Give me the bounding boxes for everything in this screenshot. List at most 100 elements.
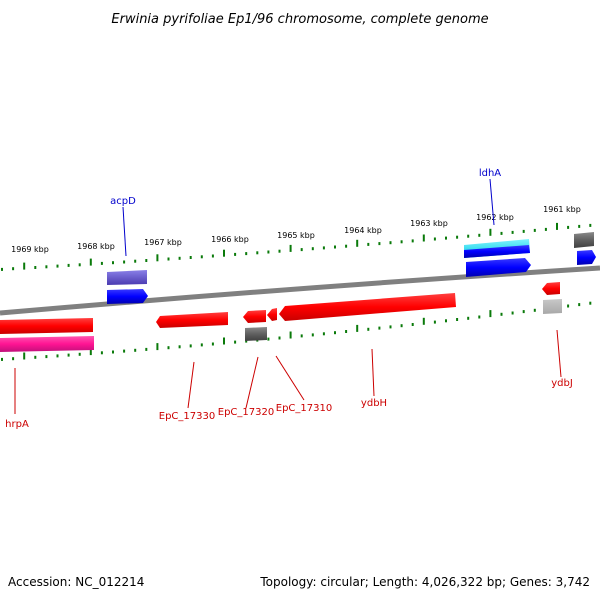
- gene-ydbJ-arrow[interactable]: [542, 282, 560, 295]
- inner-minor-tick: [178, 345, 181, 349]
- leader-ldhA: [489, 178, 495, 226]
- outer-minor-tick: [345, 244, 348, 248]
- outer-minor-tick: [178, 256, 181, 260]
- inner-minor-tick: [334, 331, 336, 335]
- label-hrpA[interactable]: hrpA: [5, 419, 29, 430]
- tick-label-1961: 1961 kbp: [543, 205, 581, 214]
- label-acpD[interactable]: acpD: [110, 196, 136, 207]
- gene-ydbH-arrow[interactable]: [279, 293, 456, 321]
- inner-minor-tick: [511, 311, 514, 315]
- inner-major-tick: [156, 343, 159, 351]
- outer-minor-tick: [78, 263, 81, 267]
- forward-strand-genes: [107, 232, 596, 304]
- inner-minor-tick: [467, 316, 470, 320]
- gene-EpC_17330-arrow[interactable]: [156, 312, 228, 328]
- inner-major-tick: [89, 348, 92, 356]
- inner-minor-tick: [411, 323, 414, 326]
- tick-labels: 1969 kbp 1968 kbp 1967 kbp 1966 kbp 1965…: [11, 205, 581, 254]
- tick-label-1967: 1967 kbp: [144, 238, 182, 247]
- inner-minor-tick: [311, 333, 314, 337]
- label-ydbJ[interactable]: ydbJ: [551, 378, 573, 389]
- gene-EpC_17320-arrow[interactable]: [243, 310, 266, 323]
- outer-minor-tick: [56, 264, 59, 268]
- inner-minor-tick: [378, 326, 381, 330]
- inner-minor-tick: [500, 312, 503, 316]
- outer-minor-tick: [211, 254, 214, 258]
- outer-minor-tick: [100, 261, 103, 265]
- outer-minor-tick: [511, 230, 514, 234]
- inner-minor-tick: [200, 343, 203, 347]
- outer-minor-tick: [112, 261, 114, 265]
- inner-major-tick: [23, 352, 26, 360]
- inner-minor-tick: [45, 355, 48, 359]
- inner-minor-tick: [533, 308, 536, 312]
- inner-minor-tick: [300, 334, 303, 338]
- outer-minor-tick: [34, 266, 37, 269]
- outer-minor-tick: [544, 227, 547, 231]
- outer-minor-tick: [45, 265, 48, 269]
- outer-major-tick: [23, 262, 26, 270]
- outer-minor-tick: [256, 251, 259, 255]
- inner-minor-tick: [345, 330, 348, 333]
- leader-EpC_17330: [187, 361, 195, 409]
- tick-label-1966: 1966 kbp: [211, 235, 249, 244]
- reverse-strand-genes: [0, 282, 562, 352]
- label-EpC_17310[interactable]: EpC_17310: [276, 403, 332, 414]
- leader-ydbH: [371, 348, 375, 397]
- inner-minor-tick: [112, 350, 114, 354]
- label-EpC_17320[interactable]: EpC_17320: [218, 407, 274, 418]
- inner-minor-tick: [589, 301, 592, 305]
- outer-minor-tick: [267, 250, 270, 254]
- gene-acpD-arrow[interactable]: [107, 289, 148, 304]
- inner-minor-tick: [478, 315, 481, 319]
- leader-EpC_17310: [275, 355, 305, 401]
- inner-minor-tick: [189, 344, 192, 348]
- inner-minor-tick: [322, 332, 325, 336]
- outer-minor-tick: [367, 242, 370, 246]
- outer-minor-tick: [167, 257, 170, 261]
- gene-acpD-box[interactable]: [107, 270, 147, 285]
- label-ldhA[interactable]: ldhA: [479, 168, 501, 179]
- outer-major-tick: [223, 249, 225, 257]
- gene-EpC_17310-arrow[interactable]: [267, 308, 277, 321]
- outer-major-tick: [356, 239, 359, 247]
- tick-label-1964: 1964 kbp: [344, 226, 382, 235]
- inner-minor-tick: [34, 355, 37, 359]
- inner-minor-tick: [445, 319, 447, 323]
- gene-labels: acpD ldhA hrpA EpC_17330 EpC_17320 EpC_1…: [5, 168, 573, 430]
- inner-major-tick: [489, 310, 492, 318]
- accession-text: Accession: NC_012214: [8, 575, 144, 589]
- map-title: Erwinia pyrifoliae Ep1/96 chromosome, co…: [111, 12, 488, 27]
- inner-minor-tick: [278, 336, 281, 340]
- inner-minor-tick: [1, 357, 3, 361]
- outer-minor-tick: [134, 259, 137, 263]
- label-EpC_17330[interactable]: EpC_17330: [159, 411, 215, 422]
- tick-label-1965: 1965 kbp: [277, 231, 315, 240]
- inner-minor-tick: [56, 354, 59, 358]
- gene-ldhA-inner[interactable]: [464, 245, 530, 258]
- gene-ydbJ-light[interactable]: [543, 299, 562, 314]
- outer-minor-tick: [278, 249, 281, 253]
- outer-minor-tick: [445, 236, 447, 240]
- inner-minor-tick: [567, 304, 570, 308]
- label-leader-lines: [14, 178, 562, 414]
- inner-minor-tick: [400, 324, 403, 328]
- outer-minor-tick: [500, 231, 503, 235]
- outer-major-tick: [156, 254, 159, 262]
- gene-EpC_17320-gray[interactable]: [245, 327, 267, 341]
- inner-major-tick: [422, 317, 425, 325]
- outer-minor-tick: [311, 247, 314, 251]
- inner-minor-tick: [433, 320, 436, 324]
- gene-ldhA-arrow[interactable]: [466, 258, 531, 277]
- inner-minor-tick: [67, 353, 70, 357]
- gene-blue-right[interactable]: [577, 250, 596, 265]
- gene-red-left-arrow[interactable]: [0, 318, 93, 334]
- gene-hrpA-arrow[interactable]: [0, 336, 94, 352]
- label-ydbH[interactable]: ydbH: [361, 398, 387, 409]
- gene-gray-upper-right[interactable]: [574, 232, 594, 248]
- inner-major-tick: [289, 331, 292, 339]
- outer-minor-tick: [378, 242, 381, 246]
- tick-label-1969: 1969 kbp: [11, 245, 49, 254]
